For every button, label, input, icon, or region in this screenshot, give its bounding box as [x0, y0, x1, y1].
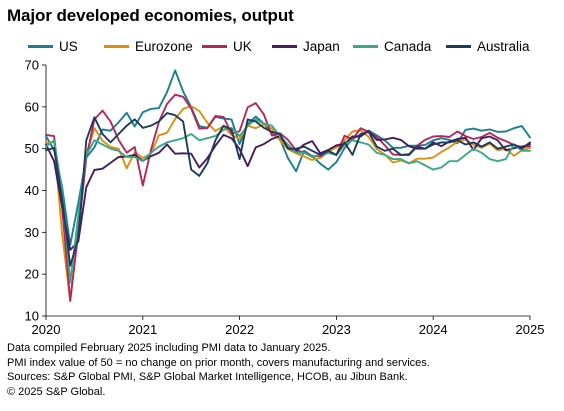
x-tick-label: 2021 — [128, 322, 157, 337]
legend-item-us: US — [28, 36, 78, 56]
note-data-compiled: Data compiled February 2025 including PM… — [7, 342, 331, 354]
legend-swatch — [28, 44, 53, 48]
chart-notes: Data compiled February 2025 including PM… — [7, 341, 430, 400]
series-line-australia — [45, 112, 531, 267]
series-line-us — [45, 69, 531, 246]
series-line-canada — [45, 118, 531, 284]
legend-label: Canada — [384, 38, 432, 54]
legend-item-eurozone: Eurozone — [104, 36, 193, 56]
y-tick-label: 60 — [25, 99, 39, 114]
legend-swatch — [272, 44, 297, 48]
series-line-uk — [45, 93, 531, 302]
x-tick-label: 2025 — [516, 322, 545, 337]
legend-item-canada: Canada — [353, 36, 431, 56]
legend-swatch — [104, 44, 129, 48]
legend-swatch — [202, 44, 227, 48]
note-copyright: © 2025 S&P Global. — [7, 386, 106, 399]
legend-swatch — [353, 44, 378, 48]
chart-legend: US Eurozone UK Japan Canada Australia — [0, 36, 564, 56]
legend-label: UK — [233, 38, 252, 54]
y-tick-label: 30 — [25, 225, 39, 240]
legend-label: US — [59, 38, 78, 54]
chart-title: Major developed economies, output — [7, 6, 294, 25]
legend-item-japan: Japan — [272, 36, 340, 56]
legend-item-australia: Australia — [446, 36, 530, 56]
x-tick-label: 2024 — [419, 322, 448, 337]
y-tick-label: 40 — [25, 183, 39, 198]
x-tick-label: 2022 — [225, 322, 254, 337]
y-tick-label: 50 — [25, 141, 39, 156]
y-tick-label: 70 — [25, 58, 39, 73]
note-pmi-definition: PMI index value of 50 = no change on pri… — [7, 356, 430, 369]
x-tick-label: 2020 — [32, 322, 61, 337]
legend-swatch — [446, 44, 471, 48]
y-tick-label: 10 — [25, 309, 39, 324]
line-chart: 10 20 30 40 50 60 70 2020 2021 2022 2023 2024 2025 — [25, 58, 545, 338]
legend-label: Australia — [477, 38, 530, 54]
legend-item-uk: UK — [202, 36, 252, 56]
legend-label: Japan — [303, 38, 340, 54]
x-tick-label: 2023 — [322, 322, 351, 337]
y-tick-label: 20 — [25, 267, 39, 282]
legend-label: Eurozone — [135, 38, 193, 54]
note-sources: Sources: S&P Global PMI, S&P Global Mark… — [7, 371, 408, 384]
